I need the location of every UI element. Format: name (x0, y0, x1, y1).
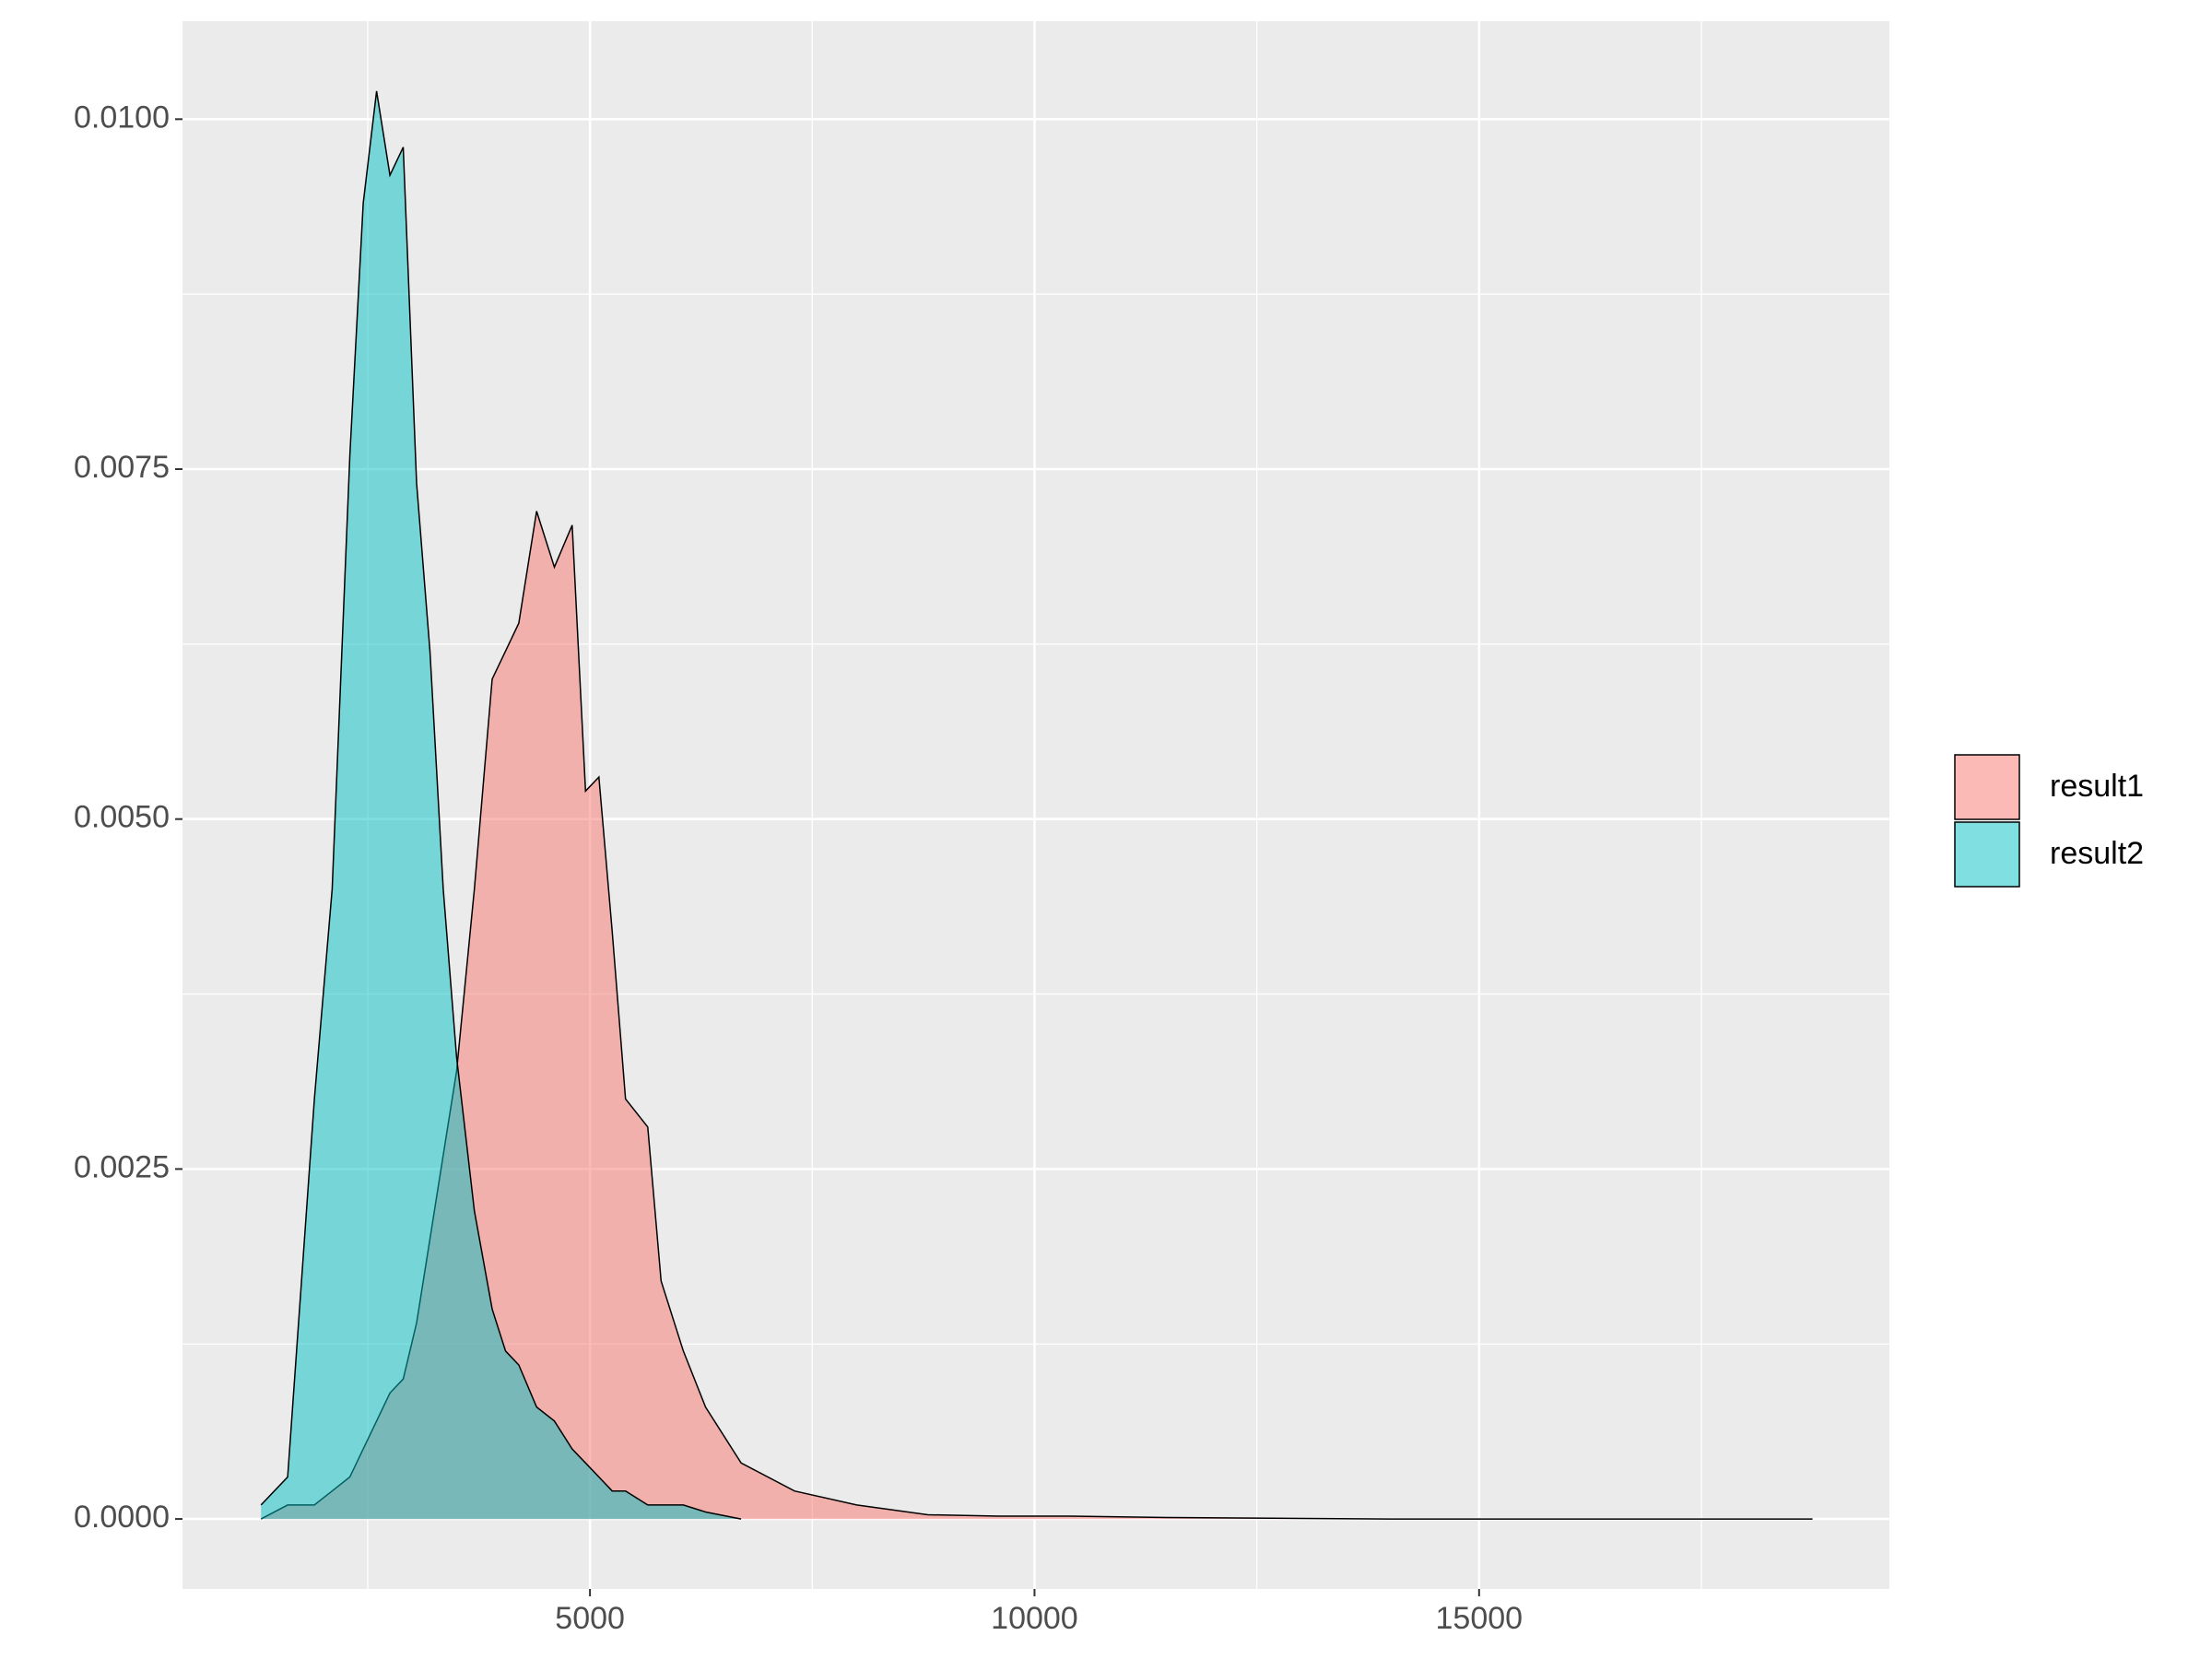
legend-label: result1 (2050, 769, 2144, 804)
density-line (260, 90, 742, 1520)
legend-key (1954, 754, 2020, 820)
legend-label: result2 (2050, 836, 2144, 871)
x-tick-label: 5000 (555, 1601, 625, 1636)
area-fill (261, 90, 742, 1520)
y-tick-label: 0.0000 (74, 1500, 170, 1535)
area-fill (261, 511, 1813, 1520)
y-tick-label: 0.0050 (74, 800, 170, 835)
x-tick-label: 10000 (991, 1601, 1078, 1636)
legend-key (1954, 821, 2020, 888)
y-tick-label: 0.0075 (74, 450, 170, 485)
x-tick-label: 15000 (1436, 1601, 1524, 1636)
y-tick-label: 0.0025 (74, 1149, 170, 1184)
y-tick-label: 0.0100 (74, 100, 170, 135)
